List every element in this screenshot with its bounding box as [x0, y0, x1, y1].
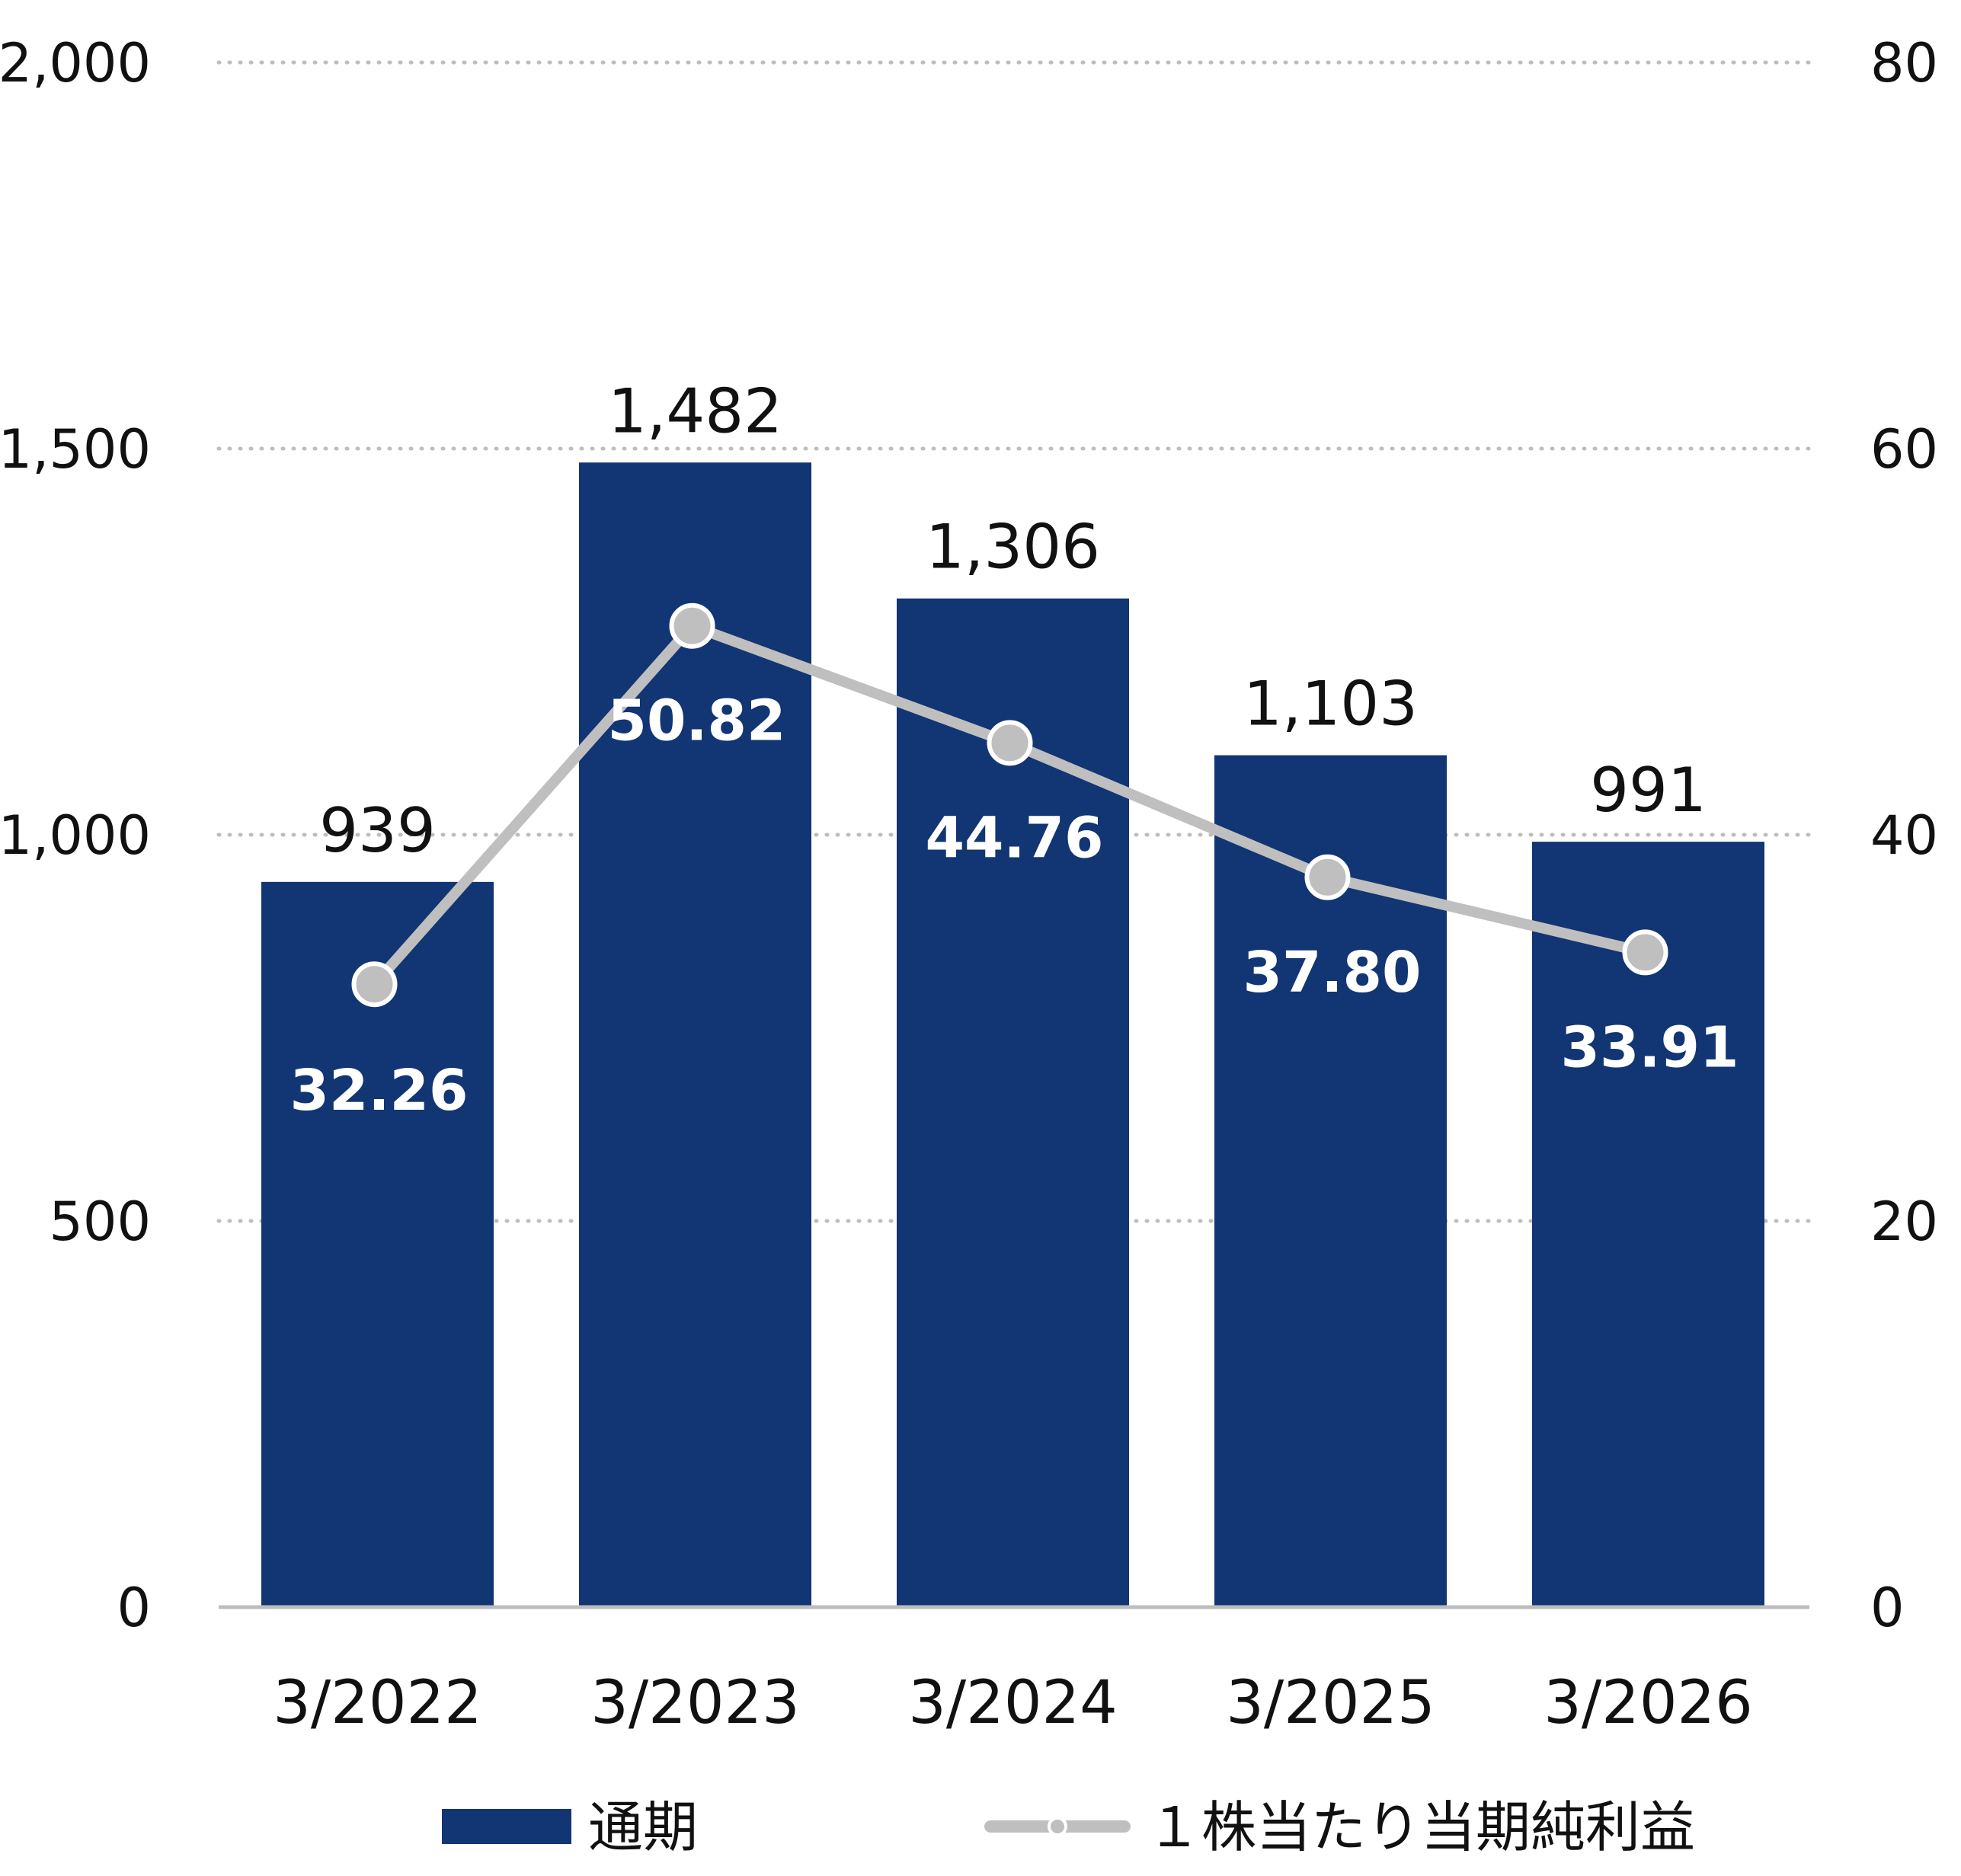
bar-value-label: 1,103: [1243, 669, 1418, 740]
y-right-tick-label: 60: [1870, 418, 1938, 481]
y-right-tick-label: 80: [1870, 32, 1938, 94]
eps-point: [987, 720, 1033, 766]
eps-line: [351, 602, 1668, 1008]
y-left-tick-label: 500: [49, 1190, 151, 1253]
eps-point: [1304, 854, 1351, 900]
x-tick-label: 3/2024: [908, 1669, 1117, 1737]
eps-value-label: 37.80: [1243, 940, 1421, 1005]
y-left-tick-label: 0: [117, 1577, 151, 1639]
x-tick-label: 3/2023: [590, 1669, 799, 1737]
legend-label-bar: 通期: [588, 1795, 698, 1859]
bars: [261, 462, 1764, 1608]
y-left-tick-label: 1,000: [0, 804, 151, 867]
eps-value-label: 50.82: [607, 689, 785, 754]
legend: 通期 １株当たり当期純利益: [442, 1795, 1695, 1859]
x-tick-label: 3/2025: [1226, 1669, 1435, 1737]
bar-value-label: 939: [319, 795, 436, 866]
bar-value-label: 1,306: [926, 512, 1100, 583]
legend-label-line: １株当たり当期純利益: [1147, 1795, 1695, 1859]
y-right-tick-label: 40: [1870, 804, 1938, 867]
x-tick-label: 3/2026: [1544, 1669, 1752, 1737]
y-left-tick-label: 1,500: [0, 418, 151, 481]
y-right-tick-label: 20: [1870, 1190, 1938, 1253]
bar-value-label: 1,482: [608, 376, 782, 446]
legend-swatch-marker: [1048, 1817, 1067, 1836]
axes: 0 0 500 20 1,000 40 1,500 60 2,000 80 3/2022 3/2023…: [0, 32, 1938, 1737]
eps-point: [669, 602, 715, 649]
eps-value-label: 32.26: [290, 1058, 468, 1123]
x-tick-label: 3/2022: [273, 1669, 481, 1737]
bar: [897, 598, 1129, 1607]
y-right-tick-label: 0: [1870, 1577, 1905, 1639]
eps-value-label: 44.76: [925, 805, 1103, 871]
eps-value-label: 33.91: [1560, 1015, 1739, 1080]
eps-point: [1622, 929, 1668, 976]
eps-point: [351, 961, 398, 1008]
data-labels: 939 1,482 1,306 1,103 991 32.26 50.82 44.76 37.8…: [290, 376, 1739, 1123]
bar-value-label: 991: [1590, 755, 1707, 826]
legend-swatch-bar: [442, 1809, 571, 1844]
y-left-tick-label: 2,000: [0, 32, 151, 94]
